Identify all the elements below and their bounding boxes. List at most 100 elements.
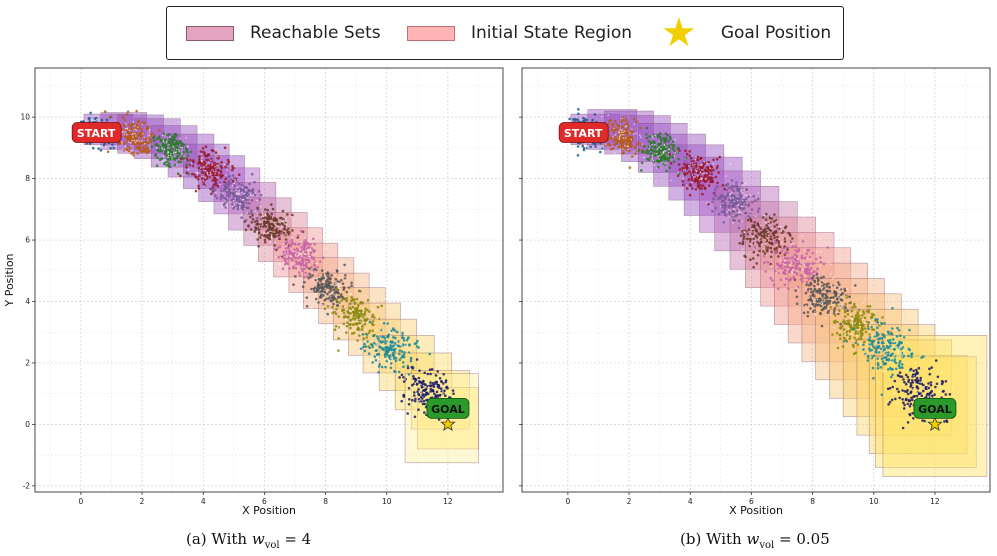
state-point-highlight xyxy=(691,174,693,176)
state-point xyxy=(756,223,760,226)
state-point xyxy=(128,138,132,141)
state-point xyxy=(278,232,282,235)
state-point-highlight xyxy=(137,126,139,128)
state-point xyxy=(368,310,371,313)
state-point-highlight xyxy=(331,290,334,292)
state-point-highlight xyxy=(260,232,262,234)
state-point xyxy=(308,267,311,270)
state-point xyxy=(717,171,720,174)
state-point xyxy=(310,251,313,254)
state-point-highlight xyxy=(618,138,621,140)
state-point xyxy=(344,274,347,277)
state-point xyxy=(357,316,360,320)
state-point xyxy=(249,209,253,212)
state-point xyxy=(907,354,910,358)
state-point xyxy=(895,367,898,371)
state-point-highlight xyxy=(275,221,278,224)
state-point-highlight xyxy=(640,136,642,138)
state-point-highlight xyxy=(290,215,292,218)
state-point xyxy=(341,308,344,312)
state-point xyxy=(319,286,322,290)
state-point-highlight xyxy=(142,132,144,135)
state-point-highlight xyxy=(778,238,781,241)
state-point xyxy=(868,339,872,343)
state-point xyxy=(126,131,130,134)
state-point xyxy=(617,145,620,149)
state-point xyxy=(329,299,332,302)
state-point-highlight xyxy=(162,155,165,157)
state-point xyxy=(890,375,893,379)
state-point xyxy=(740,181,744,185)
state-point-highlight xyxy=(311,289,314,292)
state-point-highlight xyxy=(736,199,739,202)
state-point xyxy=(205,168,209,171)
state-point-highlight xyxy=(694,176,696,178)
state-point xyxy=(876,362,880,365)
state-point-highlight xyxy=(656,167,658,169)
state-point xyxy=(649,141,653,145)
state-point-highlight xyxy=(844,330,847,332)
state-point xyxy=(292,254,296,257)
state-point-highlight xyxy=(674,139,676,141)
state-point-highlight xyxy=(787,268,789,271)
state-point-highlight xyxy=(323,326,326,328)
state-point xyxy=(668,153,672,156)
state-point xyxy=(280,222,284,225)
state-point xyxy=(278,223,282,226)
state-point xyxy=(259,213,262,216)
state-point xyxy=(380,304,384,308)
state-point xyxy=(659,139,663,143)
state-point-highlight xyxy=(359,332,362,335)
state-point-highlight xyxy=(870,356,872,359)
state-point-highlight xyxy=(278,263,281,266)
state-point xyxy=(787,231,790,235)
state-point xyxy=(123,124,126,128)
state-point xyxy=(384,355,387,359)
state-point-highlight xyxy=(300,241,303,243)
state-point-highlight xyxy=(132,136,134,138)
state-point-highlight xyxy=(665,146,667,148)
state-point-highlight xyxy=(916,392,919,395)
state-point xyxy=(138,127,142,130)
state-point xyxy=(852,352,856,356)
state-point-highlight xyxy=(841,303,843,306)
state-point xyxy=(730,179,734,182)
state-point xyxy=(845,340,848,343)
state-point xyxy=(752,257,755,260)
state-point xyxy=(819,276,823,280)
state-point xyxy=(690,177,694,180)
state-point-highlight xyxy=(784,264,786,266)
state-point xyxy=(204,174,207,177)
state-point xyxy=(284,238,288,241)
state-point xyxy=(857,337,861,340)
state-point xyxy=(286,246,290,250)
state-point-highlight xyxy=(201,175,203,178)
state-point xyxy=(817,300,820,303)
state-point-highlight xyxy=(699,171,702,174)
state-point-highlight xyxy=(199,167,202,169)
state-point-highlight xyxy=(365,328,367,331)
state-point xyxy=(716,181,719,185)
state-point xyxy=(202,182,206,186)
state-point xyxy=(380,365,384,369)
state-point xyxy=(895,335,899,338)
state-point xyxy=(809,267,813,270)
state-point xyxy=(325,286,329,289)
state-point xyxy=(268,227,272,231)
state-point xyxy=(721,206,724,209)
state-point xyxy=(663,139,666,142)
state-point xyxy=(207,169,210,173)
state-point-highlight xyxy=(362,321,365,324)
state-point xyxy=(902,336,906,339)
state-point xyxy=(888,342,892,345)
state-point xyxy=(170,140,174,144)
state-point xyxy=(846,309,849,313)
state-point xyxy=(759,241,763,244)
state-point xyxy=(776,235,779,239)
state-point xyxy=(121,115,125,119)
state-point-highlight xyxy=(600,146,603,149)
state-point xyxy=(778,245,782,249)
state-point xyxy=(699,156,703,160)
state-point xyxy=(897,390,900,394)
state-point xyxy=(131,127,135,130)
